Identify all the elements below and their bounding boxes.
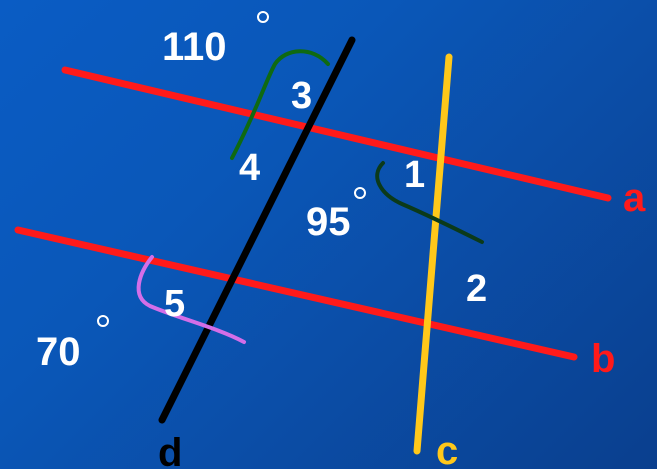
line-b xyxy=(14,226,578,361)
line-label-a: a xyxy=(623,176,646,220)
degree-symbol-70 xyxy=(97,315,109,327)
line-label-c: c xyxy=(436,429,458,469)
angle-measure-110: 110 xyxy=(162,25,227,69)
angle-label-1: 1 xyxy=(404,154,425,196)
line-label-b: b xyxy=(591,337,615,381)
angle-label-4: 4 xyxy=(239,147,260,189)
angle-arc-3 xyxy=(230,49,330,160)
line-c xyxy=(413,53,453,455)
angle-label-2: 2 xyxy=(466,268,487,310)
angle-arc-1 xyxy=(375,161,484,244)
degree-symbol-110 xyxy=(257,11,269,23)
line-d xyxy=(158,36,356,424)
angle-arc-5 xyxy=(136,255,246,344)
line-a xyxy=(61,66,612,202)
line-label-d: d xyxy=(158,431,182,469)
angle-measure-95: 95 xyxy=(306,200,351,244)
degree-symbol-95 xyxy=(354,187,366,199)
angle-label-3: 3 xyxy=(291,75,312,117)
angle-label-5: 5 xyxy=(164,283,185,325)
angle-measure-70: 70 xyxy=(36,330,81,374)
